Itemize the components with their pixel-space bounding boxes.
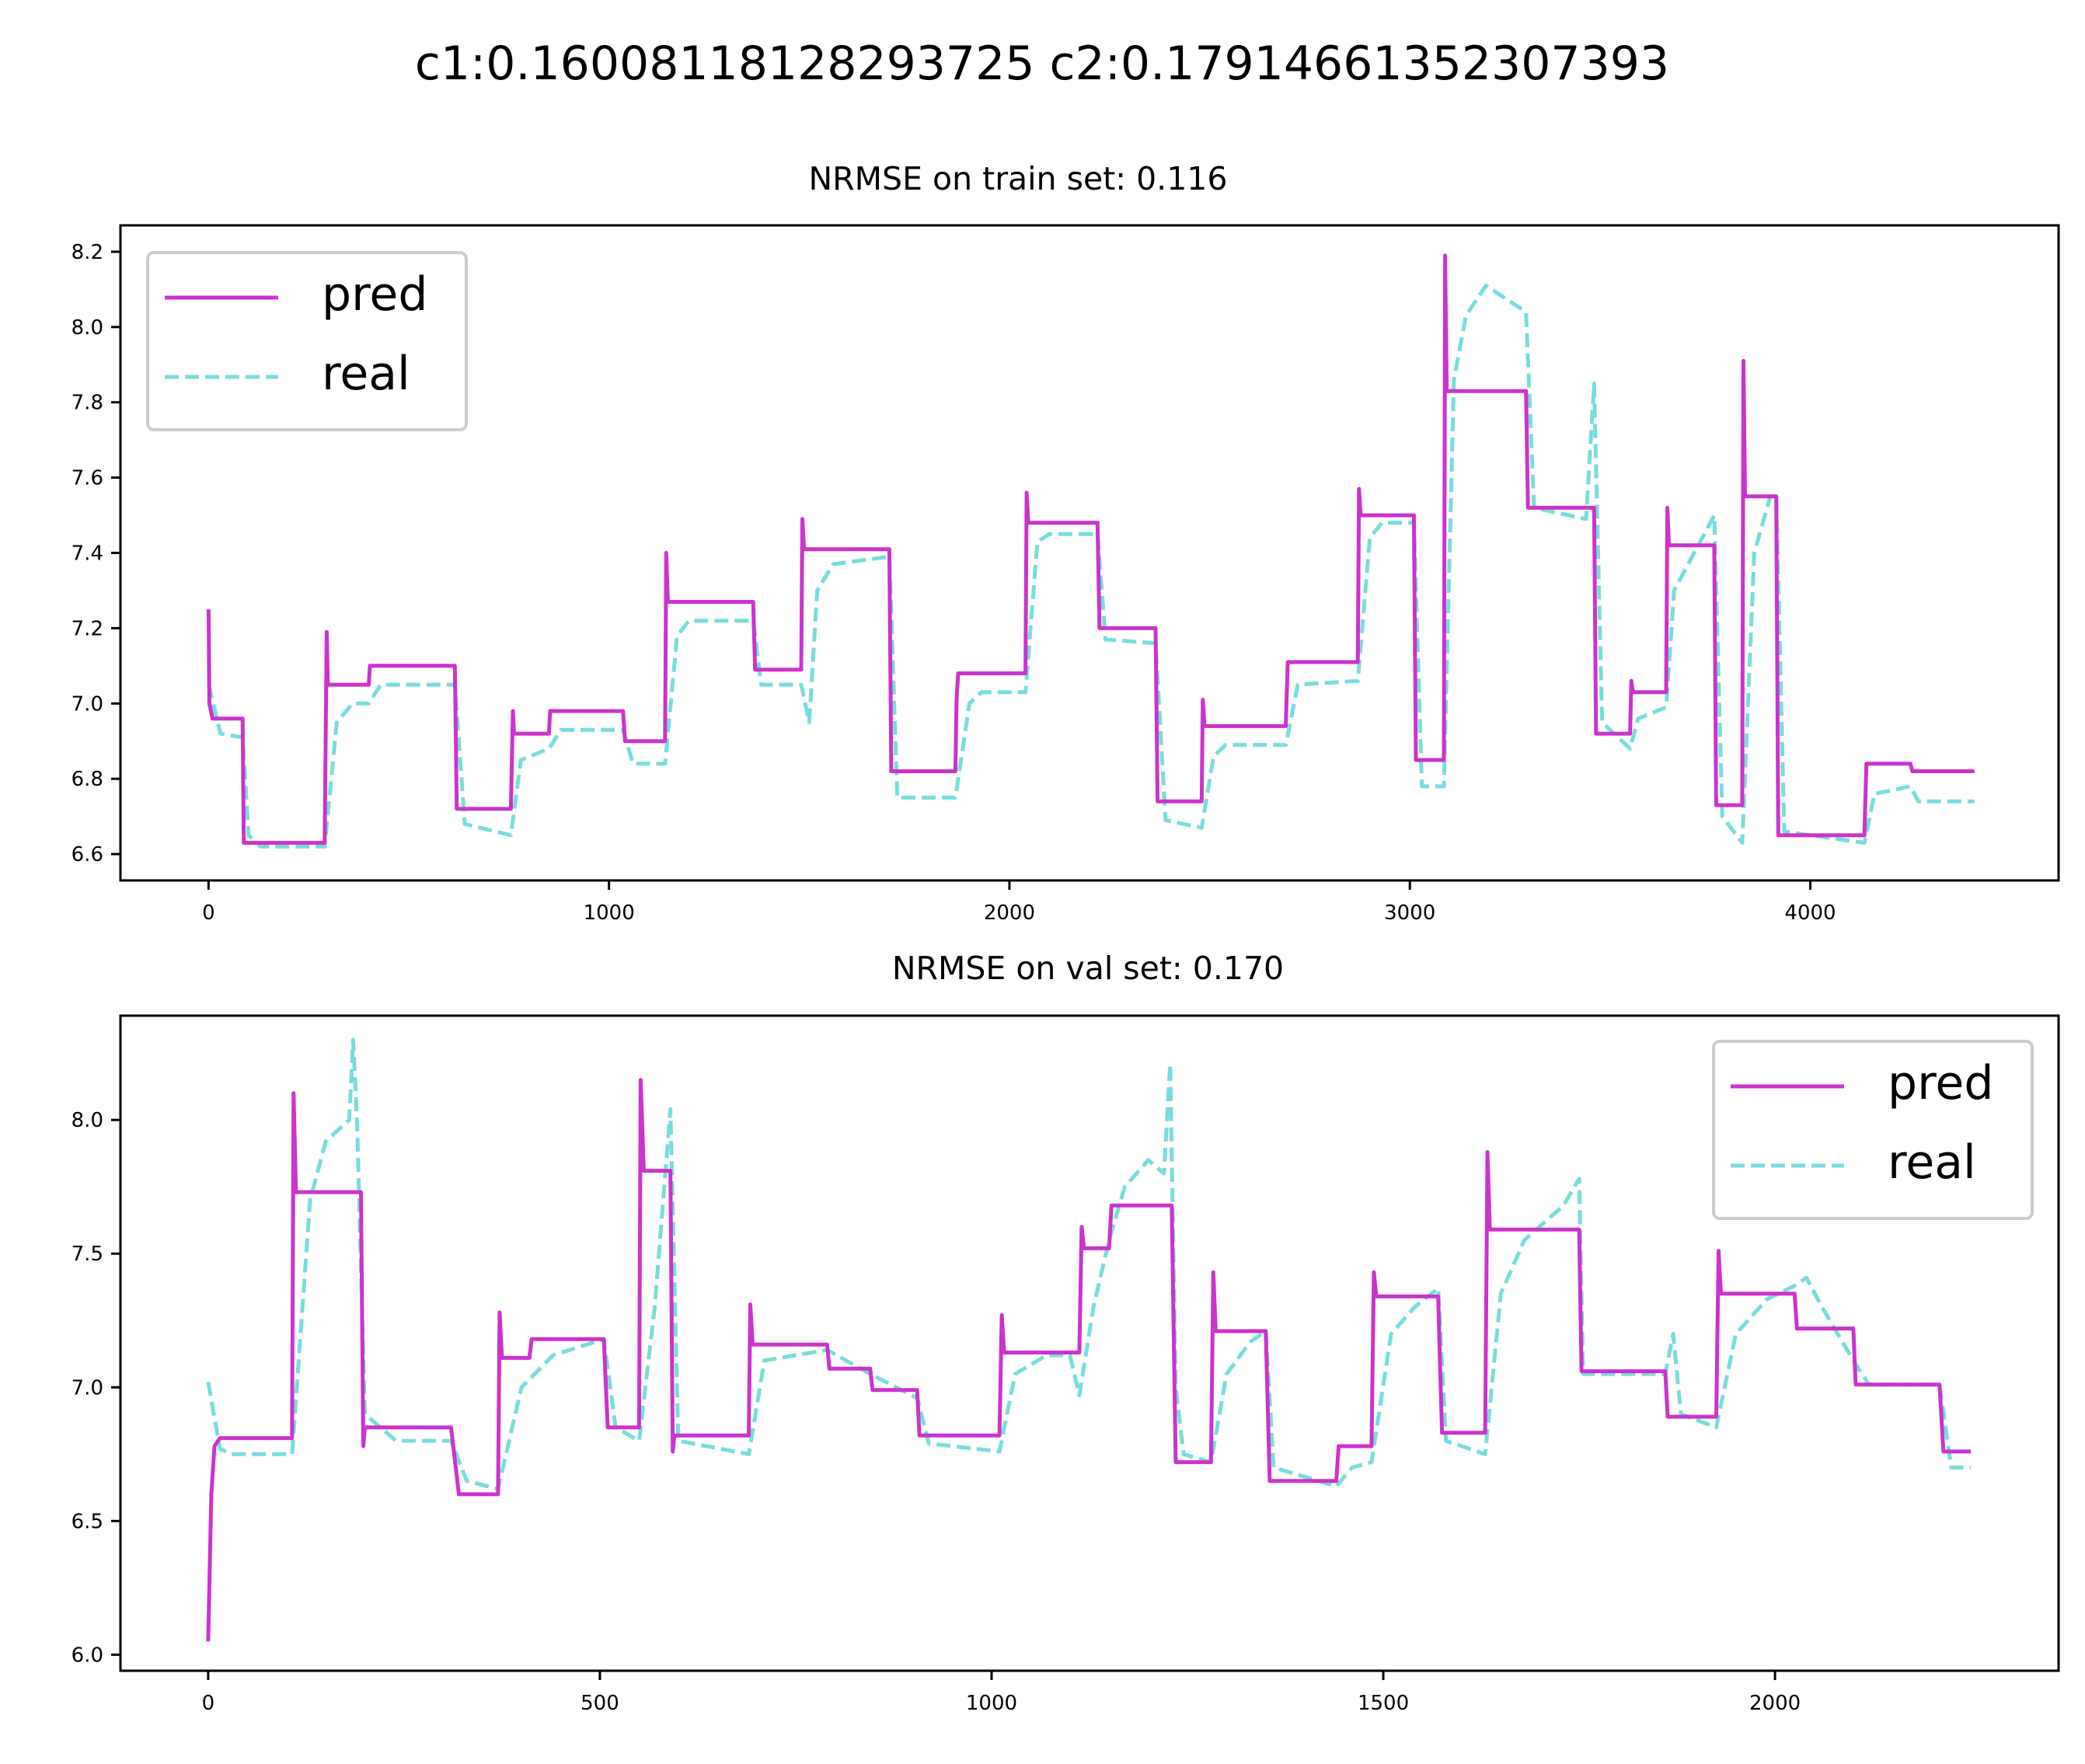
train-xtick-label: 3000 — [1384, 901, 1435, 925]
train-ytick-label: 7.6 — [71, 467, 103, 490]
val-series-pred-line — [206, 1078, 1972, 1642]
train-ytick-label: 6.6 — [71, 843, 103, 866]
train-ytick-label: 7.2 — [71, 617, 103, 640]
train-xtick-label: 1000 — [584, 901, 635, 925]
val-axes-frame — [119, 1014, 2060, 1672]
train-ticks-layer: 0 1000 2000 3000 4000 6.6 6.8 7.0 7.2 7.4 7.6 7.8 8.… — [71, 241, 1836, 925]
val-ytick-label: 7.5 — [71, 1243, 103, 1266]
val-series-real-line — [206, 1037, 1972, 1491]
train-legend-real-label: real — [322, 347, 410, 401]
val-ytick-label: 7.0 — [71, 1376, 103, 1400]
val-ytick-label: 6.5 — [71, 1510, 103, 1533]
val-xtick-label: 500 — [581, 1692, 619, 1715]
train-series-layer — [206, 253, 1975, 849]
val-subplot: NRMSE on val set: 0.170 0 500 1000 1500 2000… — [71, 950, 2060, 1715]
val-xtick-label: 2000 — [1749, 1692, 1801, 1715]
train-series-pred-line — [206, 253, 1975, 845]
train-ytick-label: 7.4 — [71, 542, 103, 566]
train-xtick-label: 4000 — [1784, 901, 1836, 925]
train-legend: pred real — [146, 251, 468, 431]
train-plot-area: 0 1000 2000 3000 4000 6.6 6.8 7.0 7.2 7.4 7.6 7.8 8.… — [71, 224, 2060, 925]
train-legend-pred-label: pred — [322, 267, 427, 322]
val-series-layer — [206, 1037, 1972, 1642]
val-legend: pred real — [1712, 1040, 2034, 1220]
figure-suptitle: c1:0.16008118128293725 c2:0.179146613523… — [415, 37, 1669, 91]
val-ytick-label: 6.0 — [71, 1644, 103, 1667]
train-ytick-label: 7.8 — [71, 392, 103, 415]
val-ticks-layer: 0 500 1000 1500 2000 6.0 6.5 7.0 7.5 8.0 — [71, 1109, 1801, 1715]
train-ytick-label: 8.0 — [71, 316, 103, 340]
train-xtick-label: 2000 — [984, 901, 1035, 925]
train-ytick-label: 7.0 — [71, 692, 103, 716]
val-xtick-label: 0 — [202, 1692, 215, 1715]
val-legend-real-label: real — [1888, 1135, 1976, 1190]
val-plot-area: 0 500 1000 1500 2000 6.0 6.5 7.0 7.5 8.0 — [71, 1014, 2060, 1715]
val-legend-pred-label: pred — [1888, 1056, 1993, 1110]
train-ytick-label: 6.8 — [71, 768, 103, 791]
val-subplot-title: NRMSE on val set: 0.170 — [892, 950, 1284, 987]
val-xtick-label: 1500 — [1358, 1692, 1409, 1715]
train-ytick-label: 8.2 — [71, 241, 103, 264]
val-xtick-label: 1000 — [966, 1692, 1017, 1715]
val-ytick-label: 8.0 — [71, 1109, 103, 1132]
train-subplot: NRMSE on train set: 0.116 0 1000 2000 3000 4… — [71, 160, 2060, 925]
train-subplot-title: NRMSE on train set: 0.116 — [809, 160, 1228, 197]
train-xtick-label: 0 — [202, 901, 215, 925]
